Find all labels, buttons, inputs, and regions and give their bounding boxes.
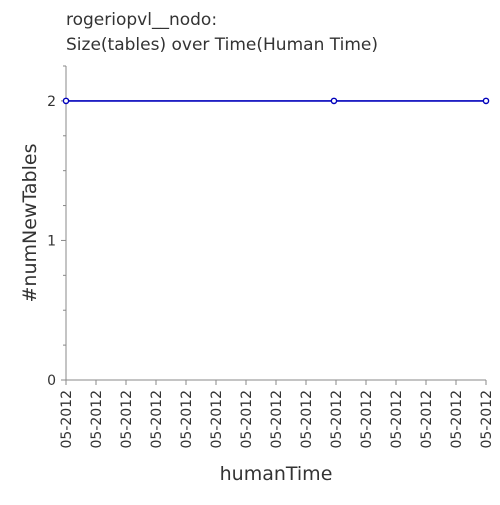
series-layer [62, 97, 490, 105]
y-tick-label: 2 [47, 94, 56, 110]
x-ticks: 05-2012 05-2012 05-2012 05-2012 05-2012 05-20… [59, 380, 495, 449]
x-tick-label: 05-2012 [329, 390, 345, 449]
x-axis-title: humanTime [220, 463, 333, 485]
y-tick-label: 1 [47, 233, 56, 249]
y-tick-label: 0 [47, 373, 56, 389]
data-point [330, 97, 338, 105]
x-tick-label: 05-2012 [359, 390, 375, 449]
y-minor-ticks [63, 65, 66, 346]
x-tick-label: 05-2012 [269, 390, 285, 449]
x-tick-label: 05-2012 [89, 390, 105, 449]
x-tick-label: 05-2012 [179, 390, 195, 449]
y-axis-title: #numNewTables [19, 144, 41, 303]
chart-title-line-1: rogeriopvl__nodo: [66, 10, 217, 30]
x-tick-label: 05-2012 [299, 390, 315, 449]
data-point [62, 97, 70, 105]
x-tick-label: 05-2012 [119, 390, 135, 449]
x-tick-label: 05-2012 [419, 390, 435, 449]
chart-title-line-2: Size(tables) over Time(Human Time) [66, 35, 378, 55]
x-tick-label: 05-2012 [239, 390, 255, 449]
x-tick-label: 05-2012 [59, 390, 75, 449]
x-tick-label: 05-2012 [209, 390, 225, 449]
data-point [482, 97, 490, 105]
x-tick-label: 05-2012 [449, 390, 465, 449]
x-tick-label: 05-2012 [389, 390, 405, 449]
x-tick-label: 05-2012 [149, 390, 165, 449]
x-tick-label: 05-2012 [479, 390, 495, 449]
